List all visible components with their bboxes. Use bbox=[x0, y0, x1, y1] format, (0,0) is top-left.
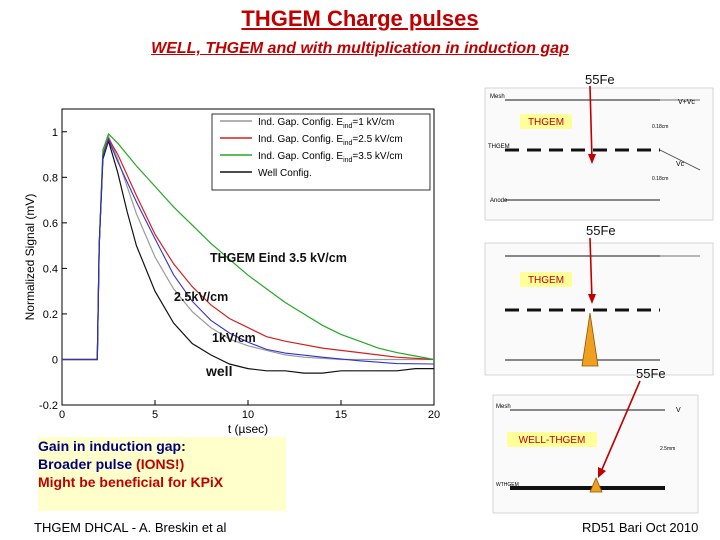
gain-line-1: Gain in induction gap bbox=[38, 438, 182, 454]
dim-label-2: 0.18cm bbox=[652, 176, 668, 182]
chart-legend: Ind. Gap. Config. Eind=1 kV/cm Ind. Gap. … bbox=[211, 113, 431, 191]
y-tick-label: 0.6 bbox=[43, 218, 58, 230]
x-tick-label: 20 bbox=[428, 409, 440, 421]
y-tick-label: 0 bbox=[52, 354, 58, 366]
vc-label: Vc bbox=[676, 161, 685, 168]
legend-label: Ind. Gap. Config. Eind=3.5 kV/cm bbox=[258, 151, 403, 164]
vplus-label: V+Vc bbox=[678, 99, 695, 106]
x-tick-label: 10 bbox=[242, 409, 254, 421]
legend-label: Ind. Gap. Config. Eind=2.5 kV/cm bbox=[258, 134, 403, 147]
thgem-box-label-1: THGEM bbox=[528, 117, 564, 128]
footer-right: RD51 Bari Oct 2010 bbox=[582, 520, 699, 535]
well-thgem-diagram: Mesh V WTHGEM 2.5mm WELL-THGEM 55Fe bbox=[492, 366, 699, 514]
thgem-diagram-1: Mesh THGEM Anode V+Vc Vc 0.18cm 0.18cm T… bbox=[484, 72, 714, 221]
well-thgem-node-label: WTHGEM bbox=[496, 482, 519, 488]
series-line-blue bbox=[62, 137, 435, 365]
thgem-box-label-2: THGEM bbox=[528, 275, 564, 286]
x-axis-ticks: 0 5 10 15 20 bbox=[59, 400, 440, 421]
thgem-diagram-2: THGEM 55Fe bbox=[484, 223, 714, 376]
legend-label: Ind. Gap. Config. Eind=1 kV/cm bbox=[258, 117, 394, 130]
x-tick-label: 5 bbox=[152, 409, 158, 421]
well-dim-label: 2.5mm bbox=[660, 446, 675, 452]
fe-label-2: 55Fe bbox=[586, 223, 616, 238]
gain-line-3: Might be beneficial for KPiX bbox=[38, 474, 224, 490]
gain-line-2: Broader pulse bbox=[38, 456, 137, 472]
slide-subtitle: WELL, THGEM and with multiplication in i… bbox=[151, 40, 569, 57]
y-tick-label: -0.2 bbox=[39, 400, 58, 412]
annotation-2-5kv: 2.5kV/cm bbox=[174, 290, 228, 304]
well-mesh-label: Mesh bbox=[496, 404, 511, 410]
legend-box bbox=[211, 113, 431, 191]
x-axis-label: t (µsec) bbox=[228, 422, 268, 436]
y-tick-label: 0.4 bbox=[43, 263, 58, 275]
legend-label: Well Config. bbox=[258, 168, 312, 179]
well-v-label: V bbox=[676, 407, 681, 414]
series-line-3 bbox=[62, 132, 435, 361]
x-tick-label: 0 bbox=[59, 409, 65, 421]
annotation-1kv: 1kV/cm bbox=[212, 331, 256, 345]
x-tick-label: 15 bbox=[335, 409, 347, 421]
footer-left: THGEM DHCAL - A. Breskin et al bbox=[34, 520, 227, 535]
dim-label-1: 0.18cm bbox=[652, 124, 668, 130]
gain-line-1-colon: : bbox=[181, 438, 186, 454]
mesh-label: Mesh bbox=[490, 94, 505, 100]
well-triangle bbox=[589, 476, 603, 493]
y-tick-label: 0.2 bbox=[43, 309, 58, 321]
annotation-thgem-eind: THGEM Eind 3.5 kV/cm bbox=[210, 251, 347, 265]
avalanche-triangle bbox=[581, 312, 599, 367]
series-group bbox=[62, 132, 435, 374]
y-tick-label: 0.8 bbox=[43, 172, 58, 184]
well-thgem-box-label: WELL-THGEM bbox=[519, 435, 586, 446]
gain-line-2-highlight: (IONS!) bbox=[136, 456, 185, 472]
fe-label-1: 55Fe bbox=[585, 72, 615, 87]
annotation-well: well bbox=[205, 363, 232, 379]
gain-note-box: Gain in induction gap: Broader pulse (IO… bbox=[38, 437, 286, 511]
fe-label-3: 55Fe bbox=[636, 366, 666, 381]
slide-title: THGEM Charge pulses bbox=[241, 6, 479, 31]
anode-label: Anode bbox=[490, 198, 508, 204]
y-tick-label: 1 bbox=[52, 127, 58, 139]
thgem-node-label: THGEM bbox=[488, 144, 510, 150]
y-axis-label: Normalized Signal (mV) bbox=[23, 194, 37, 321]
